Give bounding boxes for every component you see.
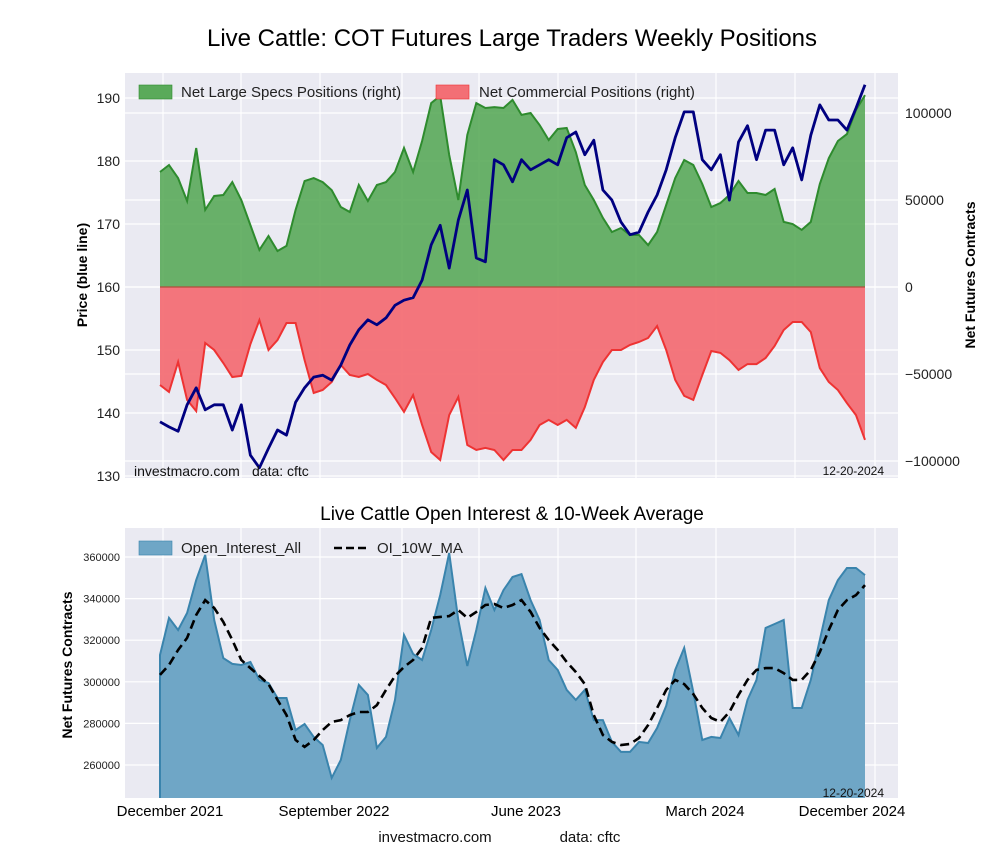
net-tick-label: 50000 — [905, 192, 944, 208]
open-interest-fill — [160, 553, 865, 798]
net-tick-label: −50000 — [905, 366, 952, 382]
top-right-axis-ticks: −100000 −50000 0 50000 100000 — [905, 105, 960, 469]
specs-line — [159, 94, 866, 253]
oi-tick-label: 260000 — [83, 760, 120, 772]
net-tick-label: −100000 — [905, 453, 960, 469]
top-price-line — [159, 84, 867, 470]
watermark-site: investmacro.com — [134, 463, 240, 479]
x-tick-label: September 2022 — [279, 803, 390, 820]
net-tick-label: 100000 — [905, 105, 952, 121]
top-left-axis-ticks: 130 140 150 160 170 180 190 — [97, 90, 121, 484]
price-tick-label: 160 — [97, 279, 121, 295]
price-tick-label: 150 — [97, 342, 121, 358]
legend-label-ma: OI_10W_MA — [377, 540, 463, 557]
legend-swatch-specs — [138, 84, 173, 100]
commercial-area — [160, 287, 865, 460]
bottom-date-label: 12-20-2024 — [823, 786, 885, 800]
oi-tick-label: 320000 — [83, 635, 120, 647]
top-position-areas — [159, 94, 866, 462]
x-axis-ticks: December 2021 September 2022 June 2023 Marc… — [117, 803, 906, 820]
price-tick-label: 190 — [97, 90, 121, 106]
price-tick-label: 180 — [97, 153, 121, 169]
net-tick-label: 0 — [905, 279, 913, 295]
oi-axis-label: Net Futures Contracts — [59, 591, 75, 738]
top-date-label: 12-20-2024 — [823, 464, 885, 478]
legend-label-oi: Open_Interest_All — [181, 540, 301, 557]
commercial-line — [159, 316, 866, 462]
net-contracts-axis-label: Net Futures Contracts — [962, 201, 978, 348]
legend-label-commercial: Net Commercial Positions (right) — [479, 84, 695, 101]
price-tick-label: 170 — [97, 216, 121, 232]
x-tick-label: December 2021 — [117, 803, 224, 820]
footer-source: data: cftc — [560, 829, 621, 846]
x-tick-label: March 2024 — [665, 803, 744, 820]
x-tick-label: December 2024 — [799, 803, 906, 820]
price-tick-label: 130 — [97, 468, 121, 484]
specs-area — [160, 95, 865, 287]
main-chart-title: Live Cattle: COT Futures Large Traders W… — [207, 25, 817, 52]
top-legend: Net Large Specs Positions (right) Net Co… — [138, 84, 695, 101]
ma-dashed-line — [159, 584, 866, 749]
price-axis-label: Price (blue line) — [74, 223, 90, 327]
price-line — [159, 84, 867, 470]
oi-tick-label: 360000 — [83, 552, 120, 564]
legend-swatch-oi — [138, 540, 173, 556]
oi-ma-line — [159, 584, 866, 749]
legend-swatch-commercial — [435, 84, 470, 100]
oi-tick-label: 300000 — [83, 677, 120, 689]
legend-label-specs: Net Large Specs Positions (right) — [181, 84, 401, 101]
oi-tick-label: 340000 — [83, 594, 120, 606]
price-tick-label: 140 — [97, 405, 121, 421]
x-tick-label: June 2023 — [491, 803, 561, 820]
oi-tick-label: 280000 — [83, 718, 120, 730]
bottom-legend: Open_Interest_All OI_10W_MA — [138, 540, 463, 557]
oi-chart-title: Live Cattle Open Interest & 10-Week Aver… — [320, 504, 704, 525]
watermark-source: data: cftc — [252, 463, 309, 479]
footer-site: investmacro.com — [378, 829, 491, 846]
bottom-axis-ticks: 260000 280000 300000 320000 340000 360000 — [83, 552, 120, 772]
